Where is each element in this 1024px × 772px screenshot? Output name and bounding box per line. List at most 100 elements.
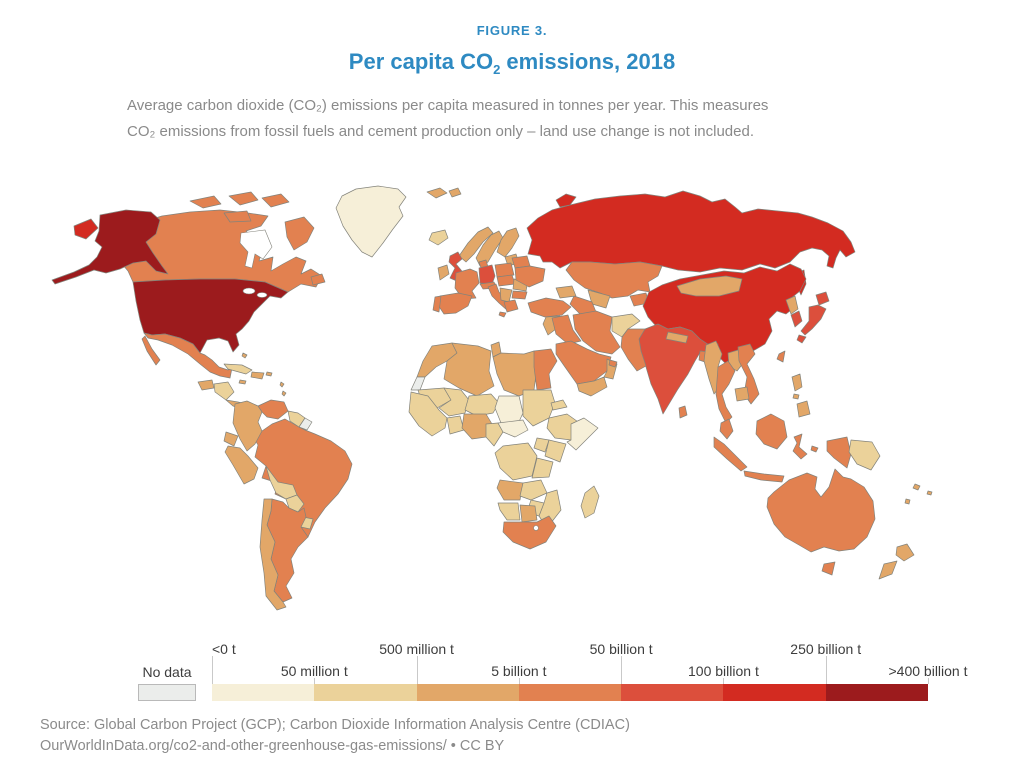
country-pacific-islands[interactable]: [904, 483, 933, 505]
country-egypt[interactable]: [533, 348, 558, 391]
country-india[interactable]: [638, 323, 719, 415]
country-uganda[interactable]: [533, 437, 550, 453]
country-french-guiana[interactable]: [298, 417, 313, 431]
legend-bin-1[interactable]: [212, 684, 315, 701]
country-russia-novaya-zemlya[interactable]: [555, 193, 577, 208]
country-namibia[interactable]: [497, 502, 521, 521]
country-mongolia[interactable]: [676, 275, 743, 297]
country-norway[interactable]: [458, 226, 494, 263]
country-philippines[interactable]: [791, 373, 811, 418]
country-canada-newfoundland[interactable]: [310, 273, 326, 286]
country-madagascar[interactable]: [580, 485, 600, 519]
country-hispaniola[interactable]: [250, 371, 265, 380]
country-germany[interactable]: [478, 264, 496, 285]
country-czechia-hungary[interactable]: [496, 274, 516, 287]
legend-tick-1: [314, 678, 316, 684]
country-paraguay[interactable]: [285, 494, 305, 513]
country-peru[interactable]: [224, 445, 259, 485]
country-poland[interactable]: [494, 262, 515, 278]
country-tanzania[interactable]: [531, 457, 554, 479]
legend-tick-label-4: 50 billion t: [589, 641, 653, 657]
country-taiwan[interactable]: [776, 350, 786, 363]
country-cuba[interactable]: [223, 363, 253, 375]
country-caucasus[interactable]: [555, 285, 577, 299]
legend-tick-label-6: 250 billion t: [790, 641, 862, 657]
country-russia[interactable]: [526, 190, 856, 273]
country-france[interactable]: [454, 268, 480, 300]
country-colombia[interactable]: [232, 400, 263, 452]
legend-bin-2[interactable]: [314, 684, 417, 701]
country-brazil[interactable]: [254, 418, 353, 538]
legend-tick-7: [928, 678, 929, 684]
country-svalbard[interactable]: [426, 187, 462, 199]
country-north-korea[interactable]: [785, 295, 799, 315]
legend-bin-3[interactable]: [416, 684, 519, 701]
country-finland[interactable]: [496, 227, 520, 258]
country-sri-lanka[interactable]: [678, 405, 688, 419]
country-cameroon[interactable]: [485, 422, 504, 447]
country-thailand[interactable]: [715, 360, 736, 424]
country-zambia[interactable]: [519, 479, 548, 501]
country-malaysia[interactable]: [719, 418, 734, 440]
country-gulf-states[interactable]: [608, 359, 618, 368]
country-west-africa[interactable]: [408, 391, 448, 437]
country-guatemala[interactable]: [197, 379, 215, 391]
country-united-states[interactable]: [132, 278, 289, 354]
country-spain[interactable]: [437, 292, 473, 315]
legend-bin-6[interactable]: [723, 684, 826, 701]
country-greece[interactable]: [503, 299, 519, 313]
country-venezuela[interactable]: [257, 399, 289, 420]
country-angola[interactable]: [496, 479, 524, 501]
country-iran[interactable]: [572, 310, 621, 355]
country-turkey[interactable]: [527, 297, 572, 318]
country-greenland[interactable]: [335, 185, 407, 258]
country-honduras-nicaragua[interactable]: [213, 381, 235, 401]
country-mali[interactable]: [438, 387, 470, 417]
country-eritrea-djibouti[interactable]: [550, 399, 568, 411]
country-ghana-togo-benin[interactable]: [446, 415, 465, 435]
country-cambodia[interactable]: [734, 386, 750, 402]
legend-bin-5[interactable]: [621, 684, 724, 701]
country-ireland[interactable]: [437, 264, 450, 281]
country-bulgaria[interactable]: [511, 290, 528, 300]
country-somalia[interactable]: [566, 417, 599, 451]
lesotho-enclave: [533, 525, 539, 531]
country-kenya[interactable]: [544, 439, 567, 463]
country-portugal[interactable]: [432, 295, 442, 313]
country-new-zealand[interactable]: [878, 543, 915, 580]
country-south-africa[interactable]: [502, 515, 557, 550]
country-kazakhstan[interactable]: [565, 261, 663, 299]
country-nepal[interactable]: [665, 331, 689, 344]
country-chile[interactable]: [259, 498, 287, 611]
country-caribbean-islands[interactable]: [238, 352, 287, 397]
country-south-korea[interactable]: [790, 310, 803, 328]
country-botswana[interactable]: [519, 504, 538, 523]
country-australia-tasmania[interactable]: [821, 561, 836, 576]
country-canada-arctic-islands[interactable]: [189, 191, 315, 251]
country-dr-congo[interactable]: [494, 442, 538, 481]
country-western-sahara[interactable]: [410, 376, 426, 391]
country-uzbekistan[interactable]: [587, 289, 611, 309]
country-central-african-republic[interactable]: [497, 419, 529, 438]
country-russia-chukotka[interactable]: [73, 218, 99, 240]
source-line-2[interactable]: OurWorldInData.org/co2-and-other-greenho…: [40, 738, 505, 754]
country-ukraine[interactable]: [514, 265, 546, 288]
country-vietnam[interactable]: [737, 343, 760, 405]
legend-bin-4[interactable]: [518, 684, 622, 701]
country-balkans[interactable]: [499, 287, 513, 303]
country-iraq[interactable]: [551, 314, 582, 345]
country-pakistan[interactable]: [620, 328, 647, 372]
country-japan[interactable]: [796, 291, 830, 344]
legend-no-data-swatch[interactable]: [138, 684, 196, 701]
country-papua-new-guinea[interactable]: [848, 439, 881, 471]
country-australia[interactable]: [766, 468, 876, 553]
country-niger[interactable]: [464, 393, 500, 417]
country-libya[interactable]: [492, 350, 538, 397]
country-indonesia[interactable]: [713, 413, 852, 483]
country-united-states-alaska[interactable]: [51, 209, 169, 285]
legend-bin-7[interactable]: [825, 684, 928, 701]
country-iceland[interactable]: [428, 229, 449, 246]
legend-tick-6: [825, 656, 827, 684]
country-yemen[interactable]: [576, 376, 608, 397]
country-ecuador[interactable]: [223, 431, 239, 447]
